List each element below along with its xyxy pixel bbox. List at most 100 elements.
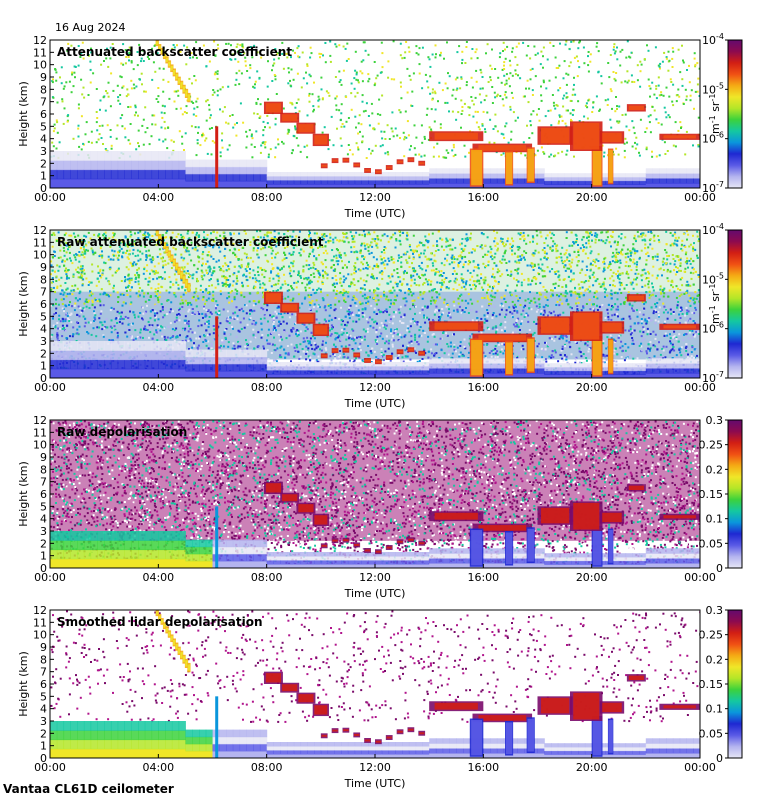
colorbar-tick-label: 10-4 xyxy=(702,32,724,47)
x-tick-label: 08:00 xyxy=(251,191,283,204)
x-tick-label: 20:00 xyxy=(576,761,608,774)
y-tick-label: 1 xyxy=(40,550,47,563)
date-label: 16 Aug 2024 xyxy=(55,21,125,34)
colorbar-unit: m-1 sr-1 xyxy=(708,94,722,134)
x-tick-label: 00:00 xyxy=(34,191,66,204)
colorbar-tick-label: 0.1 xyxy=(706,703,724,716)
panel-title: Smoothed lidar depolarisation xyxy=(57,615,263,629)
colorbar-tick-label: 0.3 xyxy=(706,414,724,427)
y-tick-label: 0 xyxy=(40,372,47,385)
y-tick-label: 9 xyxy=(40,71,47,84)
y-tick-label: 11 xyxy=(33,426,47,439)
colorbar-tick-label: 0.1 xyxy=(706,513,724,526)
x-tick-label: 00:00 xyxy=(684,381,716,394)
instrument-label: Vantaa CL61D ceilometer xyxy=(3,782,174,796)
x-tick-label: 04:00 xyxy=(142,191,174,204)
y-tick-label: 8 xyxy=(40,463,47,476)
y-tick-label: 0 xyxy=(40,182,47,195)
x-tick-label: 08:00 xyxy=(251,381,283,394)
colorbar-gradient xyxy=(727,419,743,569)
colorbar-gradient xyxy=(727,39,743,189)
y-tick-label: 2 xyxy=(40,727,47,740)
y-axis-label: Height (km) xyxy=(17,81,30,147)
x-tick-label: 04:00 xyxy=(142,571,174,584)
noise-field xyxy=(50,40,700,159)
y-tick-label: 11 xyxy=(33,46,47,59)
y-tick-label: 11 xyxy=(33,236,47,249)
y-axis-label: Height (km) xyxy=(17,461,30,527)
x-tick-label: 04:00 xyxy=(142,381,174,394)
y-tick-label: 12 xyxy=(33,224,47,237)
x-tick-label: 00:00 xyxy=(34,761,66,774)
x-axis-label: Time (UTC) xyxy=(344,777,406,790)
colorbar-tick-label: 0.25 xyxy=(699,439,724,452)
colorbar-tick-label: 10-7 xyxy=(702,180,724,195)
x-tick-label: 16:00 xyxy=(467,381,499,394)
heatmap-layer xyxy=(50,610,700,758)
y-tick-label: 0 xyxy=(40,562,47,575)
colorbar-tick-label: 10-4 xyxy=(702,222,724,237)
panel-title: Raw attenuated backscatter coefficient xyxy=(57,235,324,249)
y-axis-label: Height (km) xyxy=(17,271,30,337)
y-tick-label: 3 xyxy=(40,335,47,348)
colorbar-unit: m-1 sr-1 xyxy=(708,284,722,324)
x-axis-label: Time (UTC) xyxy=(344,207,406,220)
panel-2: Raw attenuated backscatter coefficient01… xyxy=(17,222,743,410)
panel-4: Smoothed lidar depolarisation01234567891… xyxy=(17,604,743,790)
y-tick-label: 8 xyxy=(40,273,47,286)
x-tick-label: 20:00 xyxy=(576,381,608,394)
x-tick-label: 12:00 xyxy=(359,381,391,394)
colorbar-tick-label: 0.05 xyxy=(699,727,724,740)
colorbar: 0 0.05 0.1 0.15 0.2 0.25 0.3 xyxy=(699,414,743,575)
boundary-layer xyxy=(50,721,700,758)
colorbar-tick-label: 0.15 xyxy=(699,678,724,691)
heatmap-layer xyxy=(50,230,700,378)
x-tick-label: 08:00 xyxy=(251,761,283,774)
colorbar: 0 0.05 0.1 0.15 0.2 0.25 0.3 xyxy=(699,604,743,765)
y-tick-label: 10 xyxy=(33,249,47,262)
y-tick-label: 4 xyxy=(40,703,47,716)
y-tick-label: 5 xyxy=(40,690,47,703)
y-tick-label: 4 xyxy=(40,323,47,336)
boundary-layer xyxy=(50,151,700,188)
x-tick-label: 16:00 xyxy=(467,571,499,584)
y-tick-label: 7 xyxy=(40,476,47,489)
y-tick-label: 1 xyxy=(40,360,47,373)
heatmap-layer xyxy=(50,420,700,568)
y-tick-label: 10 xyxy=(33,439,47,452)
y-tick-label: 3 xyxy=(40,525,47,538)
y-tick-label: 12 xyxy=(33,604,47,617)
x-tick-label: 00:00 xyxy=(34,571,66,584)
y-tick-label: 9 xyxy=(40,451,47,464)
y-axis-label: Height (km) xyxy=(17,651,30,717)
panel-1: Attenuated backscatter coefficient012345… xyxy=(17,32,743,220)
colorbar: 10-7 10-6 10-5 10-4 m-1 sr-1 xyxy=(702,222,743,385)
y-tick-label: 10 xyxy=(33,59,47,72)
cloud-features xyxy=(215,481,700,568)
y-tick-label: 8 xyxy=(40,653,47,666)
colorbar-tick-label: 0.2 xyxy=(706,463,724,476)
y-tick-label: 9 xyxy=(40,641,47,654)
y-tick-label: 12 xyxy=(33,414,47,427)
y-tick-label: 11 xyxy=(33,616,47,629)
cloud-features xyxy=(155,610,700,758)
x-axis-label: Time (UTC) xyxy=(344,587,406,600)
y-tick-label: 3 xyxy=(40,715,47,728)
colorbar-tick-label: 0.25 xyxy=(699,629,724,642)
y-tick-label: 2 xyxy=(40,537,47,550)
colorbar-tick-label: 0 xyxy=(716,752,723,765)
colorbar-tick-label: 10-7 xyxy=(702,370,724,385)
colorbar-tick-label: 10-5 xyxy=(702,81,724,96)
y-tick-label: 2 xyxy=(40,157,47,170)
y-tick-label: 10 xyxy=(33,629,47,642)
y-tick-label: 5 xyxy=(40,500,47,513)
x-tick-label: 04:00 xyxy=(142,761,174,774)
x-tick-label: 12:00 xyxy=(359,761,391,774)
y-tick-label: 4 xyxy=(40,513,47,526)
x-tick-label: 00:00 xyxy=(34,381,66,394)
y-tick-label: 6 xyxy=(40,298,47,311)
x-tick-label: 00:00 xyxy=(684,571,716,584)
y-tick-label: 12 xyxy=(33,34,47,47)
